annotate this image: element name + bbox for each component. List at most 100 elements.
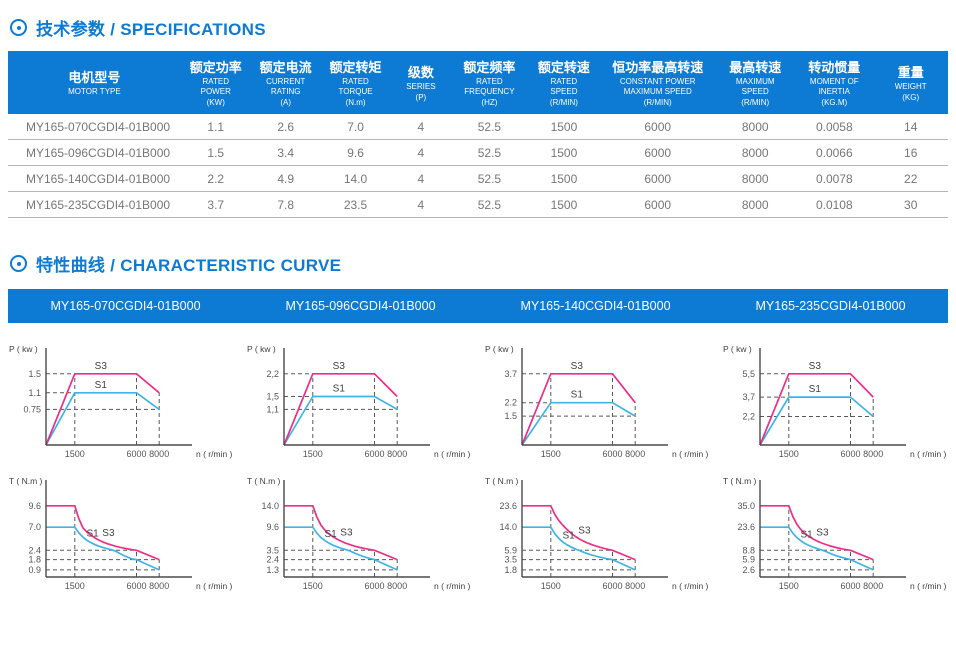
curve-model-label: MY165-070CGDI4-01B000 [50, 299, 201, 314]
spec-value-cell: 7.8 [250, 191, 321, 219]
svg-text:23.6: 23.6 [737, 522, 755, 532]
column-header-5: 级数 SERIES (P) [390, 51, 452, 115]
svg-text:S1: S1 [324, 529, 337, 540]
column-header-8: 恒功率最高转速 CONSTANT POWER MAXIMUM SPEED (R/M… [600, 51, 716, 115]
svg-text:1500: 1500 [303, 449, 323, 459]
svg-text:8000: 8000 [863, 581, 883, 591]
svg-text:6000: 6000 [602, 581, 622, 591]
motor-type-cell: MY165-070CGDI4-01B000 [8, 114, 181, 141]
svg-text:P ( kw ): P ( kw ) [723, 344, 752, 354]
svg-text:1500: 1500 [65, 581, 85, 591]
svg-text:0.9: 0.9 [28, 565, 41, 575]
spec-value-cell: 4 [390, 165, 452, 193]
spec-value-cell: 1500 [527, 191, 601, 219]
section-bullet-icon [10, 255, 27, 273]
spec-value-cell: 30 [873, 191, 948, 219]
svg-text:n ( r/min ): n ( r/min ) [910, 449, 947, 459]
column-header-3: 额定电流 CURRENT RATING (A) [250, 51, 321, 115]
svg-text:T ( N.m ): T ( N.m ) [9, 476, 43, 486]
svg-text:6000: 6000 [126, 581, 146, 591]
svg-text:S3: S3 [333, 361, 346, 372]
spec-value-cell: 6000 [600, 191, 716, 219]
svg-text:6000: 6000 [840, 449, 860, 459]
svg-text:n ( r/min ): n ( r/min ) [196, 581, 233, 591]
chart-cell-power-4: S3 S1 5,5 3,7 2,2 1500 6000 8000 P ( kw ) n ( r/m… [718, 343, 956, 469]
svg-text:n ( r/min ): n ( r/min ) [672, 449, 709, 459]
svg-text:S1: S1 [571, 390, 584, 401]
svg-text:6000: 6000 [840, 581, 860, 591]
table-row: MY165-096CGDI4-01B000 1.5 3.4 9.6 4 52.5 1500 6… [8, 139, 948, 167]
svg-text:2.4: 2.4 [28, 545, 41, 555]
svg-text:5,5: 5,5 [742, 369, 755, 379]
spec-value-cell: 8000 [715, 165, 796, 193]
specs-table-header: 电机型号 MOTOR TYPE 额定功率 RATED POWER (KW) 额定电流 CU… [8, 51, 948, 115]
spec-value-cell: 14.0 [320, 165, 391, 193]
spec-value-cell: 6000 [600, 139, 716, 167]
svg-text:1.8: 1.8 [504, 565, 517, 575]
svg-text:S1: S1 [86, 529, 99, 540]
svg-text:P ( kw ): P ( kw ) [9, 344, 38, 354]
motor-type-cell: MY165-140CGDI4-01B000 [8, 165, 181, 193]
svg-text:1.1: 1.1 [28, 388, 41, 398]
svg-text:1500: 1500 [779, 449, 799, 459]
svg-text:9.6: 9.6 [28, 501, 41, 511]
svg-text:8000: 8000 [387, 581, 407, 591]
svg-text:T ( N.m ): T ( N.m ) [247, 476, 281, 486]
charts-grid: S3 S1 1.5 1.1 0.75 1500 6000 8000 P ( kw ) n ( r/… [4, 343, 952, 601]
spec-value-cell: 0.0078 [795, 165, 874, 193]
table-row: MY165-235CGDI4-01B000 3.7 7.8 23.5 4 52.5 1500… [8, 191, 948, 219]
svg-text:3.5: 3.5 [504, 555, 517, 565]
specs-table-body: MY165-070CGDI4-01B000 1.1 2.6 7.0 4 52.5 1500 6… [8, 114, 948, 219]
svg-text:2.2: 2.2 [504, 398, 517, 408]
spec-value-cell: 1.1 [180, 114, 251, 141]
column-header-7: 额定转速 RATED SPEED (R/MIN) [527, 51, 601, 115]
curves-title-text: 特性曲线 / CHARACTERISTIC CURVE [36, 256, 342, 276]
column-header-4: 额定转矩 RATED TORQUE (N.m) [320, 51, 391, 115]
svg-text:1,5: 1,5 [266, 392, 279, 402]
svg-text:9.6: 9.6 [266, 522, 279, 532]
svg-text:1.3: 1.3 [266, 565, 279, 575]
svg-text:n ( r/min ): n ( r/min ) [672, 581, 709, 591]
spec-value-cell: 6000 [600, 114, 716, 141]
chart-cell-power-3: S3 S1 3.7 2.2 1.5 1500 6000 8000 P ( kw ) n ( r/m… [480, 343, 718, 469]
curve-models-bar: MY165-070CGDI4-01B000 MY165-096CGDI4-01B0… [8, 289, 948, 324]
specs-table: 电机型号 MOTOR TYPE 额定功率 RATED POWER (KW) 额定电流 CU… [8, 51, 948, 219]
power-chart: S3 S1 3.7 2.2 1.5 1500 6000 8000 P ( kw ) n ( r/m… [485, 344, 709, 459]
section-bullet-icon [10, 19, 27, 36]
spec-value-cell: 52.5 [451, 114, 528, 141]
svg-text:S1: S1 [333, 384, 346, 395]
svg-text:2,2: 2,2 [266, 369, 279, 379]
spec-value-cell: 3.7 [180, 191, 251, 219]
spec-value-cell: 8000 [715, 139, 796, 167]
spec-value-cell: 52.5 [451, 139, 528, 167]
svg-text:8000: 8000 [863, 449, 883, 459]
svg-text:1500: 1500 [65, 449, 85, 459]
svg-text:S3: S3 [816, 527, 829, 538]
chart-cell-torque-2: S3 S1 14.0 9.6 3.5 2.4 1.3 1500 6000 8000 T ( N.m … [242, 475, 480, 601]
svg-text:1.5: 1.5 [28, 369, 41, 379]
spec-value-cell: 0.0058 [795, 114, 874, 141]
spec-value-cell: 52.5 [451, 191, 528, 219]
specifications-title: 技术参数 / SPECIFICATIONS [10, 15, 956, 40]
svg-text:T ( N.m ): T ( N.m ) [723, 476, 757, 486]
table-row: MY165-140CGDI4-01B000 2.2 4.9 14.0 4 52.5 1500… [8, 165, 948, 193]
svg-text:S3: S3 [102, 528, 115, 539]
svg-text:35.0: 35.0 [737, 501, 755, 511]
svg-text:S3: S3 [340, 528, 353, 539]
spec-value-cell: 2.2 [180, 165, 251, 193]
column-header-1: 电机型号 MOTOR TYPE [8, 51, 181, 115]
spec-value-cell: 6000 [600, 165, 716, 193]
svg-text:S3: S3 [578, 526, 591, 537]
svg-text:14.0: 14.0 [261, 501, 279, 511]
motor-type-cell: MY165-235CGDI4-01B000 [8, 191, 181, 219]
svg-text:1500: 1500 [303, 581, 323, 591]
chart-cell-torque-3: S3 S1 23.6 14.0 5.9 3.5 1.8 1500 6000 8000 T ( N.m… [480, 475, 718, 601]
svg-text:S1: S1 [95, 380, 108, 391]
svg-text:23.6: 23.6 [499, 501, 517, 511]
svg-text:P ( kw ): P ( kw ) [247, 344, 276, 354]
svg-text:0.75: 0.75 [23, 405, 41, 415]
svg-text:n ( r/min ): n ( r/min ) [910, 581, 947, 591]
